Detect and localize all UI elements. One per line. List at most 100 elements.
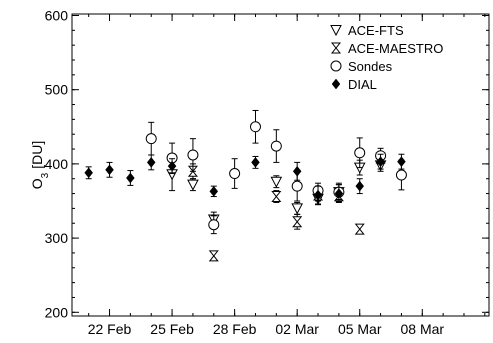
diamond-shape xyxy=(313,189,323,201)
y-axis-title-main: O xyxy=(29,178,45,189)
x-tick-label: 08 Mar xyxy=(400,321,444,337)
data-point xyxy=(167,158,177,175)
marker-circle-open xyxy=(187,149,199,161)
major-ticks xyxy=(72,14,489,316)
marker-diamond-filled xyxy=(146,157,156,168)
data-point xyxy=(251,155,260,169)
data-point xyxy=(313,185,323,205)
y-axis-title-subscript: 3 xyxy=(40,172,51,178)
marker-diamond-filled xyxy=(334,188,344,199)
data-point xyxy=(397,153,406,170)
data-point xyxy=(209,185,219,198)
hourglass-shape xyxy=(271,191,282,203)
marker-diamond-filled xyxy=(355,180,365,192)
circle-shape xyxy=(187,149,199,161)
triangle-down-shape xyxy=(330,25,342,37)
y-axis-title: O3 [DU] xyxy=(29,141,51,189)
triangle-down-shape xyxy=(291,203,304,215)
circle-shape xyxy=(145,133,157,145)
x-tick-labels: 22 Feb 25 Feb 28 Feb 02 Mar 05 Mar 08 Mar xyxy=(88,321,445,337)
diamond-shape xyxy=(126,172,135,184)
diamond-shape xyxy=(167,160,177,172)
circle-shape xyxy=(395,169,407,181)
marker-hourglass-cross xyxy=(292,216,303,228)
hourglass-shape xyxy=(292,216,303,228)
y-tick-label: 200 xyxy=(45,304,69,320)
marker-circle-open xyxy=(291,180,303,192)
marker-diamond-filled xyxy=(331,78,341,90)
marker-diamond-filled xyxy=(84,167,94,179)
data-point xyxy=(354,137,366,169)
series-dial xyxy=(84,153,406,205)
data-point xyxy=(292,161,302,181)
data-point xyxy=(270,175,283,189)
legend-item: ACE-MAESTRO xyxy=(330,41,443,56)
diamond-shape xyxy=(105,164,114,176)
data-point xyxy=(84,166,94,180)
circle-shape xyxy=(249,121,261,133)
marker-triangle-down-open xyxy=(291,203,304,215)
data-point xyxy=(187,178,199,192)
marker-circle-open xyxy=(330,60,342,72)
legend-label: DIAL xyxy=(348,77,377,92)
data-point xyxy=(229,158,241,189)
marker-circle-open xyxy=(354,147,366,159)
y-axis-title-unit: [DU] xyxy=(29,141,45,169)
series-layer xyxy=(84,109,407,262)
x-tick-label: 22 Feb xyxy=(88,321,132,337)
marker-hourglass-cross xyxy=(271,191,282,203)
data-point xyxy=(354,223,365,235)
data-point xyxy=(292,213,303,230)
legend-item: ACE-FTS xyxy=(330,23,404,38)
circle-shape xyxy=(291,180,303,192)
data-point xyxy=(187,138,199,172)
hourglass-shape xyxy=(330,42,342,54)
marker-circle-open xyxy=(249,121,261,133)
diamond-shape xyxy=(376,156,385,168)
circle-shape xyxy=(330,60,342,72)
x-tick-label: 05 Mar xyxy=(338,321,382,337)
data-point xyxy=(355,178,365,195)
diamond-shape xyxy=(397,156,406,168)
diamond-shape xyxy=(251,157,260,168)
legend-label: ACE-FTS xyxy=(348,23,404,38)
marker-diamond-filled xyxy=(313,189,323,201)
x-tick-label: 02 Mar xyxy=(275,321,319,337)
marker-diamond-filled xyxy=(105,164,114,176)
data-point xyxy=(208,250,219,262)
hourglass-shape xyxy=(354,223,365,235)
circle-shape xyxy=(208,219,220,231)
marker-circle-open xyxy=(208,219,220,231)
marker-circle-open xyxy=(229,168,241,180)
marker-diamond-filled xyxy=(126,172,135,184)
x-tick-label: 25 Feb xyxy=(150,321,194,337)
marker-circle-open xyxy=(395,169,407,181)
diamond-shape xyxy=(355,180,365,192)
data-point xyxy=(334,184,344,203)
y-tick-label: 400 xyxy=(45,156,69,172)
diamond-shape xyxy=(334,188,344,199)
data-point xyxy=(291,201,304,215)
diamond-shape xyxy=(331,78,341,90)
legend-item: DIAL xyxy=(331,77,377,92)
legend-item: Sondes xyxy=(330,59,393,74)
triangle-down-shape xyxy=(270,176,283,188)
minor-ticks xyxy=(72,14,489,316)
diamond-shape xyxy=(146,157,156,168)
series-ace-maestro xyxy=(187,151,386,262)
data-point xyxy=(270,129,282,163)
marker-diamond-filled xyxy=(292,165,302,177)
y-tick-label: 300 xyxy=(45,230,69,246)
series-sondes xyxy=(145,109,407,235)
diamond-shape xyxy=(84,167,94,179)
data-point xyxy=(271,190,282,203)
legend-label: ACE-MAESTRO xyxy=(348,41,443,56)
legend: ACE-FTS ACE-MAESTRO Sondes DIAL xyxy=(330,23,443,92)
marker-triangle-down-open xyxy=(270,176,283,188)
data-point xyxy=(291,170,303,202)
triangle-down-shape xyxy=(187,179,199,191)
circle-shape xyxy=(229,168,241,180)
marker-circle-open xyxy=(145,133,157,145)
